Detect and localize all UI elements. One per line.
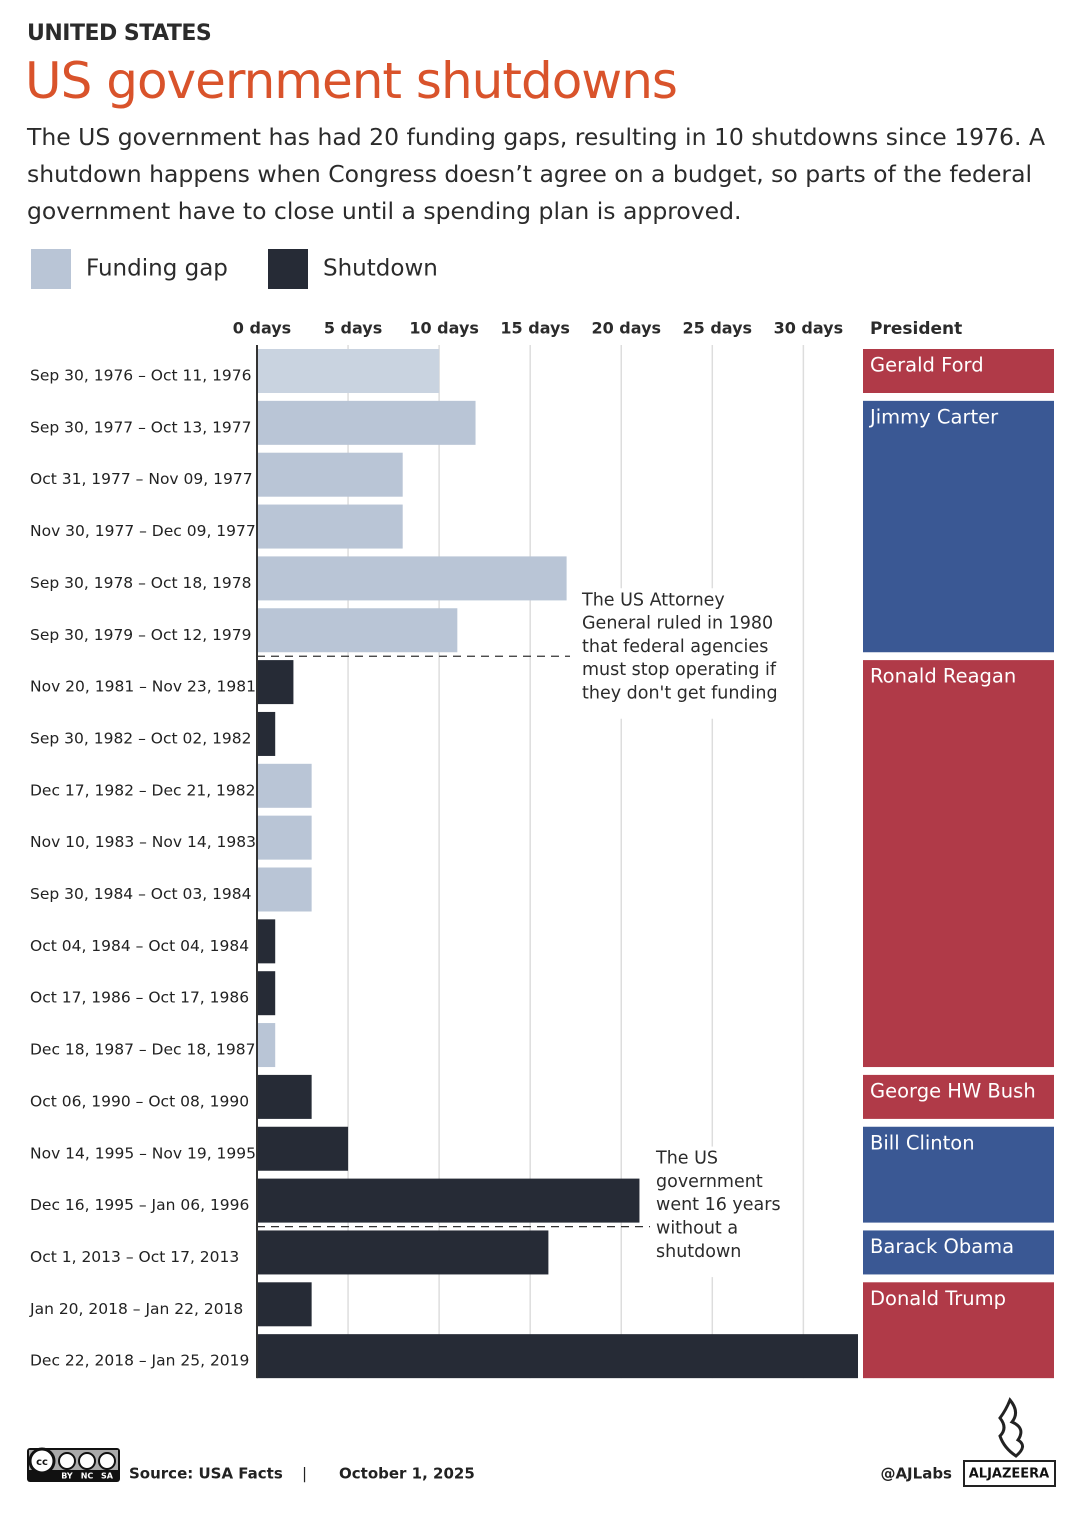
bar <box>257 1230 549 1275</box>
bar <box>257 1282 312 1327</box>
x-tick-label: 0 days <box>233 319 291 338</box>
bar <box>257 400 476 445</box>
president-block <box>863 1282 1054 1379</box>
y-tick-label: Jan 20, 2018 – Jan 22, 2018 <box>29 1300 243 1318</box>
y-tick-label: Oct 04, 1984 – Oct 04, 1984 <box>30 937 249 955</box>
president-name: Ronald Reagan <box>870 665 1016 688</box>
y-tick-label: Oct 17, 1986 – Oct 17, 1986 <box>30 989 249 1007</box>
annotation-text: The US <box>655 1149 718 1169</box>
y-tick-label: Sep 30, 1978 – Oct 18, 1978 <box>30 574 252 592</box>
y-tick-label: Nov 20, 1981 – Nov 23, 1981 <box>30 678 256 696</box>
annotation-text: must stop operating if <box>582 660 777 680</box>
bar <box>257 556 567 601</box>
annotation-bg <box>574 588 794 719</box>
y-tick-label: Dec 18, 1987 – Dec 18, 1987 <box>30 1041 256 1059</box>
y-tick-label: Sep 30, 1979 – Oct 12, 1979 <box>30 626 252 644</box>
y-tick-label: Sep 30, 1977 – Oct 13, 1977 <box>30 418 252 436</box>
bar <box>257 349 440 393</box>
bar <box>257 919 276 964</box>
bar <box>257 1074 312 1119</box>
annotation-text: without a <box>656 1219 738 1239</box>
annotation-bg <box>648 1146 780 1278</box>
y-tick-label: Oct 1, 2013 – Oct 17, 2013 <box>30 1248 239 1266</box>
y-tick-label: Sep 30, 1984 – Oct 03, 1984 <box>30 885 252 903</box>
y-tick-label: Sep 30, 1976 – Oct 11, 1976 <box>30 367 252 385</box>
president-name: Gerald Ford <box>870 354 984 377</box>
license-label: BY <box>61 1472 73 1481</box>
kicker: UNITED STATES <box>27 21 212 46</box>
source: Source: USA Facts <box>129 1465 283 1483</box>
handle: @AJLabs <box>880 1465 952 1483</box>
president-name: Bill Clinton <box>870 1131 975 1154</box>
bar <box>257 504 403 549</box>
date: October 1, 2025 <box>339 1465 475 1483</box>
bar <box>257 452 403 497</box>
president-name: Jimmy Carter <box>868 405 999 428</box>
president-block <box>863 349 1054 393</box>
annotation-text: they don't get funding <box>582 683 778 703</box>
president-block <box>863 1074 1054 1119</box>
bar <box>257 763 312 808</box>
president-name: Donald Trump <box>870 1287 1006 1310</box>
president-block <box>863 1126 1054 1223</box>
bar <box>257 1334 858 1379</box>
y-tick-label: Nov 14, 1995 – Nov 19, 1995 <box>30 1144 256 1162</box>
annotation-text: went 16 years <box>656 1195 781 1215</box>
separator: | <box>302 1465 307 1483</box>
license-label: SA <box>101 1472 114 1481</box>
y-tick-label: Dec 17, 1982 – Dec 21, 1982 <box>30 781 256 799</box>
president-name: Barack Obama <box>870 1235 1014 1258</box>
annotation-text: that federal agencies <box>582 637 768 657</box>
bar <box>257 971 276 1016</box>
x-tick-label: 10 days <box>409 319 479 338</box>
svg-text:cc: cc <box>36 1457 48 1468</box>
bar <box>257 815 312 860</box>
bar <box>257 711 276 756</box>
annotation-text: government <box>656 1172 763 1192</box>
president-block <box>863 1230 1054 1275</box>
bar <box>257 660 294 705</box>
aj-logo <box>963 1397 1056 1487</box>
legend-swatch <box>268 249 308 289</box>
annotation-text: General ruled in 1980 <box>582 614 773 634</box>
cc-badge: cc <box>27 1447 120 1482</box>
x-tick-label: 15 days <box>500 319 570 338</box>
brand: ALJAZEERA <box>969 1467 1050 1482</box>
legend-label: Shutdown <box>323 256 438 282</box>
bar <box>257 867 312 912</box>
annotation-text: shutdown <box>656 1242 741 1262</box>
title: US government shutdowns <box>25 52 678 110</box>
x-tick-label: 20 days <box>591 319 661 338</box>
bar <box>257 1126 349 1171</box>
y-tick-label: Oct 06, 1990 – Oct 08, 1990 <box>30 1092 249 1110</box>
y-tick-label: Nov 30, 1977 – Dec 09, 1977 <box>30 522 256 540</box>
y-tick-label: Oct 31, 1977 – Nov 09, 1977 <box>30 470 253 488</box>
president-block <box>863 400 1054 653</box>
subtitle: The US government has had 20 funding gap… <box>27 123 1046 225</box>
x-tick-label: 5 days <box>324 319 382 338</box>
x-tick-label: 30 days <box>774 319 844 338</box>
president-name: George HW Bush <box>870 1079 1036 1102</box>
annotation-text: The US Attorney <box>581 590 725 610</box>
bar <box>257 608 458 653</box>
y-tick-label: Dec 16, 1995 – Jan 06, 1996 <box>30 1196 249 1214</box>
license-label: NC <box>81 1472 94 1481</box>
legend-swatch <box>31 249 71 289</box>
y-tick-label: Dec 22, 2018 – Jan 25, 2019 <box>30 1352 249 1370</box>
legend-label: Funding gap <box>86 256 228 282</box>
x-tick-label: 25 days <box>683 319 753 338</box>
bar <box>257 1023 276 1068</box>
president-block <box>863 660 1054 1068</box>
bar <box>257 1178 640 1223</box>
president-header: President <box>870 319 962 339</box>
y-tick-label: Nov 10, 1983 – Nov 14, 1983 <box>30 833 256 851</box>
y-tick-label: Sep 30, 1982 – Oct 02, 1982 <box>30 729 252 747</box>
